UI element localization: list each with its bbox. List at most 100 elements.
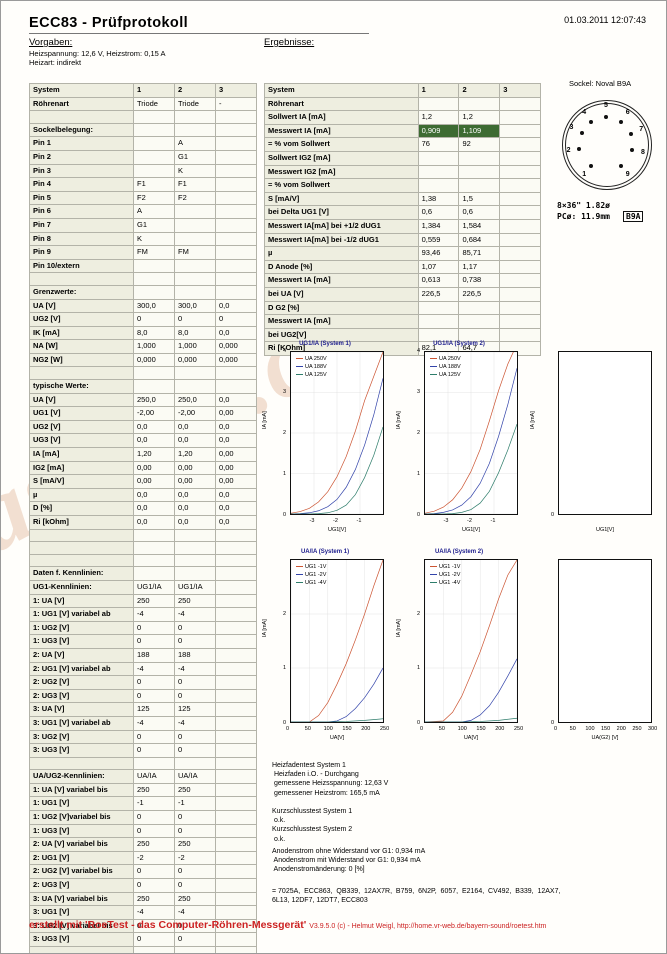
table-row (29, 528, 257, 543)
row-value: F2 (133, 190, 175, 206)
row-value: 0,00 (215, 474, 257, 489)
chart-y-axis-label: IA [mA] (262, 411, 268, 429)
row-value: 1,384 (417, 218, 460, 234)
row-value (417, 164, 460, 180)
table-row (29, 553, 257, 568)
row-value: -4 (174, 905, 216, 920)
row-value: 250 (133, 782, 175, 798)
row-value (174, 946, 216, 953)
row-label: Messwert IA [mA] (264, 273, 419, 288)
chart-legend-item: UG1 -4V (430, 579, 460, 587)
chart-legend-label: UG1 -2V (305, 572, 327, 578)
row-label: bei UA [V] (264, 286, 419, 302)
row-value: -4 (133, 715, 175, 731)
row-value: 0 (133, 743, 175, 758)
row-value (174, 756, 216, 771)
chart-series-line (291, 352, 383, 513)
row-label: UA/UG2-Kennlinien: (29, 769, 134, 784)
row-value: -2 (133, 850, 175, 866)
row-value (215, 634, 257, 649)
legend-swatch-icon (430, 374, 437, 376)
chart-x-tick: 0 (286, 726, 290, 732)
chart-series-line (425, 368, 517, 514)
table-row: 2: UG1 [V] variabel ab -4 -4 (29, 661, 257, 677)
row-label: 1: UG1 [V] variabel ab (29, 607, 134, 622)
row-value: 8,0 (174, 325, 216, 341)
socket-pin-label: 6 (625, 108, 630, 116)
row-value: 0,00 (174, 474, 216, 489)
chart-legend: UG1 -1V UG1 -2V UG1 -4V (296, 563, 326, 587)
row-value: UA/IA (133, 769, 175, 784)
legend-swatch-icon (296, 566, 303, 568)
row-value: -1 (133, 796, 175, 812)
socket-pin-dot (630, 148, 635, 153)
row-value (499, 205, 541, 220)
page-title: ECC83 - Prüfprotokoll (29, 15, 189, 31)
row-value: 250 (174, 593, 216, 609)
chart-legend: UG1 -1V UG1 -2V UG1 -4V (430, 563, 460, 587)
row-label (29, 366, 134, 381)
table-row: Messwert IA[mA] bei -1/2 dUG1 0,559 0,684 (264, 232, 541, 248)
table-row: Pin 4 F1 F1 (29, 177, 257, 192)
chart-y-tick: 1 (416, 665, 420, 672)
row-value (215, 149, 257, 165)
chart-series-line (425, 352, 517, 513)
row-label: UG3 [V] (29, 433, 134, 449)
row-label: 1: UG1 [V] (29, 796, 134, 812)
row-label: Pin 7 (29, 217, 134, 233)
table-row: 1: UG2 [V] 0 0 (29, 620, 257, 636)
table-row: = % vom Sollwert (264, 178, 541, 193)
row-value: 0 (174, 620, 216, 636)
row-value: 0 (133, 878, 175, 893)
row-value: 1,000 (133, 339, 175, 354)
row-label: Pin 1 (29, 136, 134, 151)
socket-pin-dot (619, 119, 624, 124)
chart-plot-area (424, 559, 518, 723)
row-label: = % vom Sollwert (264, 178, 419, 193)
row-value (215, 891, 257, 907)
table-row: Röhrenart Triode Triode - (29, 96, 257, 112)
row-value: 0 (174, 634, 216, 649)
socket-pin-label: 9 (625, 171, 630, 179)
chart-x-tick: -3 (443, 518, 449, 524)
row-value: 0,738 (458, 273, 501, 288)
table-row: Pin 2 G1 (29, 149, 257, 165)
row-value (174, 110, 216, 124)
chart-legend-item: UA 188V (430, 363, 461, 371)
row-value (174, 272, 216, 286)
row-value (215, 541, 257, 555)
chart-legend-item: UG1 -4V (296, 579, 326, 587)
chart-uaia-s2: UA/IA (System 2) IA [mA] UA[V] 0 50 100 150 200… (396, 549, 523, 745)
row-value (458, 164, 501, 180)
row-value: 1 (417, 83, 460, 98)
row-value: 0,0 (174, 433, 216, 449)
row-value: 250,0 (174, 392, 216, 408)
chart-ug1ia-s1: UG1/IA (System 1) IA [mA] UG1[V] -3 -2 -1 0 1 2 3… (262, 341, 386, 537)
row-label: Pin 3 (29, 163, 134, 179)
row-value (499, 123, 541, 139)
row-label: 1: UA [V] variabel bis (29, 782, 134, 798)
socket-pin-dot (577, 146, 582, 151)
row-value: 2 (458, 83, 501, 98)
chart-x-tick: 150 (601, 726, 611, 732)
row-value: -4 (174, 607, 216, 622)
row-label: bei Delta UG1 [V] (264, 205, 419, 220)
chart-legend-label: UG1 -4V (439, 580, 461, 586)
chart-x-tick: 50 (569, 726, 576, 732)
chart-series-line (291, 427, 383, 514)
chart-x-tick: -2 (467, 518, 472, 524)
table-row: 1: UG3 [V] 0 0 (29, 823, 257, 839)
chart-title: UA/IA (System 2) (434, 549, 484, 555)
table-row: typische Werte: (29, 379, 257, 394)
chart-x-axis-label: UG1[V] (595, 527, 615, 533)
row-value: 0,00 (215, 447, 257, 462)
row-label: 3: UA [V] variabel bis (29, 891, 134, 907)
row-label: IK [mA] (29, 325, 134, 341)
table-row: 1: UG2 [V]variabel bis 0 0 (29, 810, 257, 825)
row-value: 250 (133, 891, 175, 907)
row-value: 0 (174, 688, 216, 704)
row-label: 1: UA [V] (29, 593, 134, 609)
row-value (215, 675, 257, 690)
row-label: D G2 [%] (264, 300, 419, 316)
